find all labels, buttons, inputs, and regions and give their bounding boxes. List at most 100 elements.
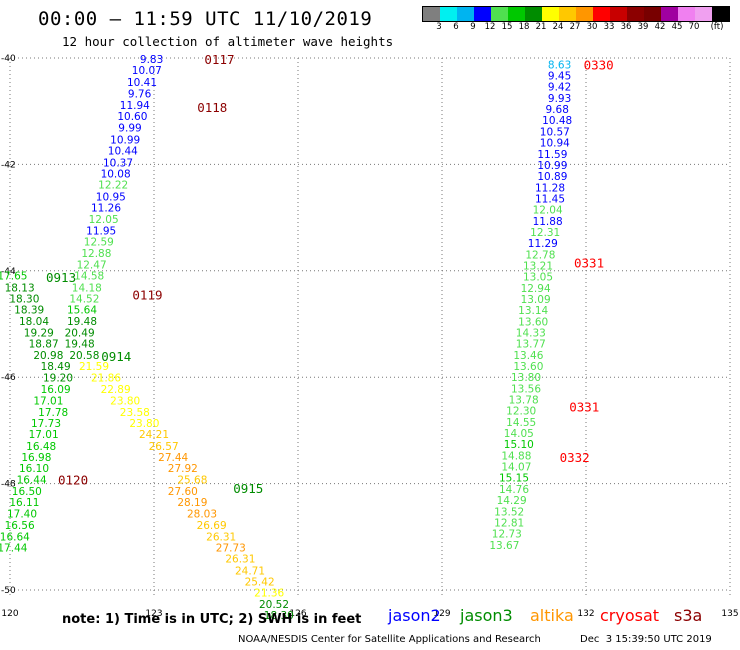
- color-swatch: [661, 7, 678, 21]
- wave-height-value: 18.30: [264, 610, 294, 622]
- color-swatch: [610, 7, 627, 21]
- wave-height-value: 14.05: [504, 428, 534, 440]
- satellite-legend-jason2: jason2: [388, 606, 441, 625]
- pass-time-label: 0117: [204, 52, 234, 67]
- wave-height-value: 24.71: [235, 565, 265, 577]
- wave-height-value: 14.88: [501, 450, 531, 462]
- color-scale-tick-label: 36: [620, 22, 632, 32]
- wave-height-value: 13.80: [511, 372, 541, 384]
- satellite-legend-cryosat: cryosat: [600, 606, 660, 625]
- wave-height-value: 10.99: [110, 134, 140, 146]
- wave-height-value: 26.31: [206, 531, 236, 543]
- wave-height-value: 17.01: [29, 429, 59, 441]
- wave-height-value: 9.76: [128, 89, 152, 101]
- wave-height-value: 11.88: [533, 216, 563, 228]
- color-scale-tick-label: 42: [654, 22, 666, 32]
- wave-height-value: 12.04: [533, 205, 563, 217]
- wave-height-value: 17.44: [0, 542, 28, 554]
- color-swatch: [712, 7, 729, 21]
- chart-title: 00:00 – 11:59 UTC 11/10/2019: [38, 8, 373, 30]
- wave-height-value: 16.56: [5, 520, 35, 532]
- wave-height-value: 10.37: [103, 157, 133, 169]
- wave-height-value: 9.68: [546, 104, 569, 116]
- color-scale-tick-label: 15: [501, 22, 513, 32]
- wave-height-value: 15.15: [499, 473, 529, 485]
- wave-height-value: 12.59: [84, 237, 114, 249]
- wave-height-value: 19.48: [67, 316, 97, 328]
- color-scale-tick-label: 70: [688, 22, 700, 32]
- color-scale-tick-label: (ft): [710, 22, 724, 32]
- color-scale-labels: 3 6 9 12 15 18 21 24 27 30 33 36 39 42 45 70 (ft): [422, 22, 732, 34]
- wave-height-value: 26.57: [149, 441, 179, 453]
- color-scale-tick-label: 12: [484, 22, 496, 32]
- wave-height-value: 17.40: [7, 508, 37, 520]
- wave-height-value: 11.28: [535, 182, 565, 194]
- satellite-legend-jason3: jason3: [460, 606, 513, 625]
- wave-height-value: 19.48: [65, 339, 95, 351]
- wave-height-value: 9.83: [140, 54, 163, 66]
- color-scale-tick-label: 3: [436, 22, 442, 32]
- wave-height-value: 22.89: [101, 384, 131, 396]
- color-swatch: [491, 7, 508, 21]
- wave-height-value: 14.07: [501, 462, 531, 474]
- wave-height-value: 13.52: [494, 506, 524, 518]
- wave-height-value: 12.88: [81, 248, 111, 260]
- wave-height-value: 10.60: [117, 111, 147, 123]
- color-swatch: [695, 7, 712, 21]
- wave-height-value: 14.18: [72, 282, 102, 294]
- pass-time-label: 0331: [574, 255, 604, 270]
- wave-height-value: 11.45: [535, 193, 565, 205]
- chart-subtitle: 12 hour collection of altimeter wave hei…: [62, 34, 394, 49]
- wave-height-value: 10.94: [540, 138, 570, 150]
- footer-note: note: 1) Time is in UTC; 2) SWH is in fe…: [62, 612, 362, 627]
- pass-time-label: 0119: [132, 288, 162, 303]
- wave-height-value: 10.57: [540, 126, 570, 138]
- wave-height-value: 16.64: [0, 531, 30, 543]
- wave-height-value: 21.36: [254, 588, 284, 600]
- pass-time-label: 0118: [197, 100, 227, 115]
- wave-height-value: 16.98: [21, 452, 51, 464]
- lat-tick-label: -50: [1, 586, 16, 596]
- wave-height-value: 14.55: [506, 417, 536, 429]
- wave-height-value: 12.47: [77, 259, 107, 271]
- wave-height-value: 9.45: [548, 71, 571, 83]
- wave-height-value: 12.22: [98, 180, 128, 192]
- wave-height-value: 23.80: [110, 396, 140, 408]
- wave-height-value: 21.59: [79, 361, 109, 373]
- wave-height-value: 14.29: [497, 495, 527, 507]
- color-scale-tick-label: 30: [586, 22, 598, 32]
- wave-height-value: 20.49: [65, 328, 95, 340]
- wave-height-value: 9.99: [118, 123, 141, 135]
- wave-height-value: 14.33: [516, 328, 546, 340]
- wave-height-value: 12.78: [525, 249, 555, 261]
- wave-height-value: 27.73: [216, 542, 246, 554]
- wave-height-value: 18.04: [19, 316, 49, 328]
- wave-height-value: 12.30: [506, 406, 536, 418]
- wave-height-value: 21.86: [91, 373, 121, 385]
- lat-tick-label: -48: [1, 480, 16, 490]
- color-scale-bar: [422, 6, 730, 22]
- wave-height-value: 8.63: [548, 59, 571, 71]
- wave-height-value: 12.94: [521, 283, 551, 295]
- pass-time-label: 0915: [233, 481, 263, 496]
- color-swatch: [457, 7, 474, 21]
- wave-height-value: 13.09: [521, 294, 551, 306]
- wave-height-value: 12.05: [89, 214, 119, 226]
- color-scale-tick-label: 33: [603, 22, 615, 32]
- color-swatch: [559, 7, 576, 21]
- wave-height-value: 11.94: [120, 100, 150, 112]
- color-scale-tick-label: 45: [671, 22, 683, 32]
- color-swatch: [525, 7, 542, 21]
- wave-height-value: 15.10: [504, 439, 534, 451]
- wave-height-value: 14.76: [499, 484, 529, 496]
- wave-height-value: 25.42: [245, 576, 275, 588]
- wave-height-value: 10.89: [537, 171, 567, 183]
- wave-height-value: 16.44: [17, 474, 47, 486]
- wave-height-value: 10.48: [542, 115, 572, 127]
- wave-height-value: 28.19: [177, 497, 207, 509]
- lon-tick-label: 126: [289, 609, 306, 619]
- wave-height-value: 15.64: [67, 305, 97, 317]
- pass-time-label: 0913: [46, 270, 76, 285]
- wave-height-value: 11.59: [537, 149, 567, 161]
- color-swatch: [576, 7, 593, 21]
